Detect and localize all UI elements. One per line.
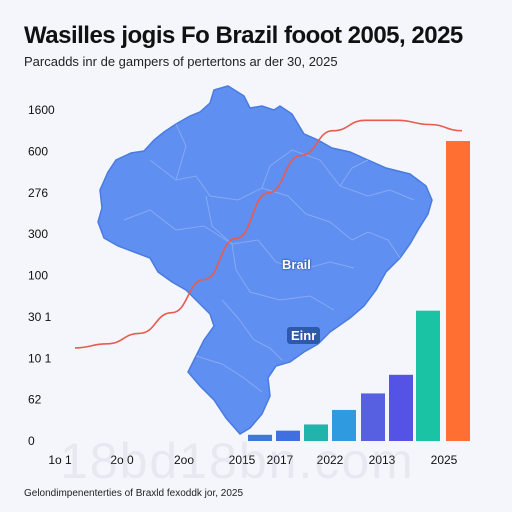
bar-b6 — [389, 374, 413, 441]
y-tick-label: 62 — [28, 393, 42, 407]
y-tick-label: 10 1 — [28, 351, 52, 365]
map-label-region: Brail — [282, 257, 311, 272]
bar-series — [248, 141, 470, 441]
x-tick-label: 2017 — [267, 453, 294, 467]
state-border — [221, 299, 283, 361]
y-tick-label: 0 — [28, 434, 35, 448]
chart-subtitle: Parcadds inr de gampers of pertertons ar… — [24, 54, 338, 69]
map-label-inset: Einr — [287, 327, 321, 344]
state-border — [205, 195, 335, 311]
state-border — [175, 123, 187, 181]
y-tick-label: 600 — [28, 144, 48, 158]
bar-b4 — [332, 409, 356, 441]
brazil-state-borders — [123, 123, 415, 393]
x-axis-ticks: 1o 1 2o 0 2oo 2015 2017 2022 2013 2025 — [48, 453, 457, 467]
state-border — [339, 159, 369, 187]
brazil-map-shape — [97, 85, 433, 435]
bar-b7 — [416, 310, 440, 441]
bar-b5 — [361, 393, 385, 441]
brazil-map — [97, 85, 433, 435]
bar-b8 — [446, 141, 470, 441]
y-tick-label: 100 — [28, 269, 48, 283]
bar-b1 — [248, 434, 272, 441]
state-border — [261, 149, 415, 201]
chart-footnote: Gelondimpenenterties of Braxld fexoddk j… — [24, 488, 244, 499]
watermark: 18bd18bn.com — [60, 433, 415, 489]
x-tick-label: 2o 0 — [110, 453, 134, 467]
y-tick-label: 1600 — [28, 103, 55, 117]
y-tick-label: 276 — [28, 186, 48, 200]
state-border — [195, 355, 263, 393]
y-tick-label: 30 1 — [28, 310, 52, 324]
y-axis-ticks: 1600 600 276 300 100 30 1 10 1 62 0 — [28, 103, 55, 448]
chart-title: Wasilles jogis Fo Brazil fooot 2005, 202… — [24, 22, 463, 49]
x-tick-label: 2013 — [369, 453, 396, 467]
y-tick-label: 300 — [28, 227, 48, 241]
x-tick-label: 2022 — [317, 453, 344, 467]
x-tick-label: 2025 — [431, 453, 458, 467]
bar-b3 — [304, 424, 328, 441]
state-border — [123, 209, 355, 271]
state-border — [305, 213, 401, 259]
bar-b2 — [276, 430, 300, 441]
x-tick-label: 2015 — [229, 453, 256, 467]
state-border — [149, 159, 307, 215]
trend-curve — [74, 119, 463, 349]
x-tick-label: 1o 1 — [48, 453, 72, 467]
x-tick-label: 2oo — [174, 453, 194, 467]
